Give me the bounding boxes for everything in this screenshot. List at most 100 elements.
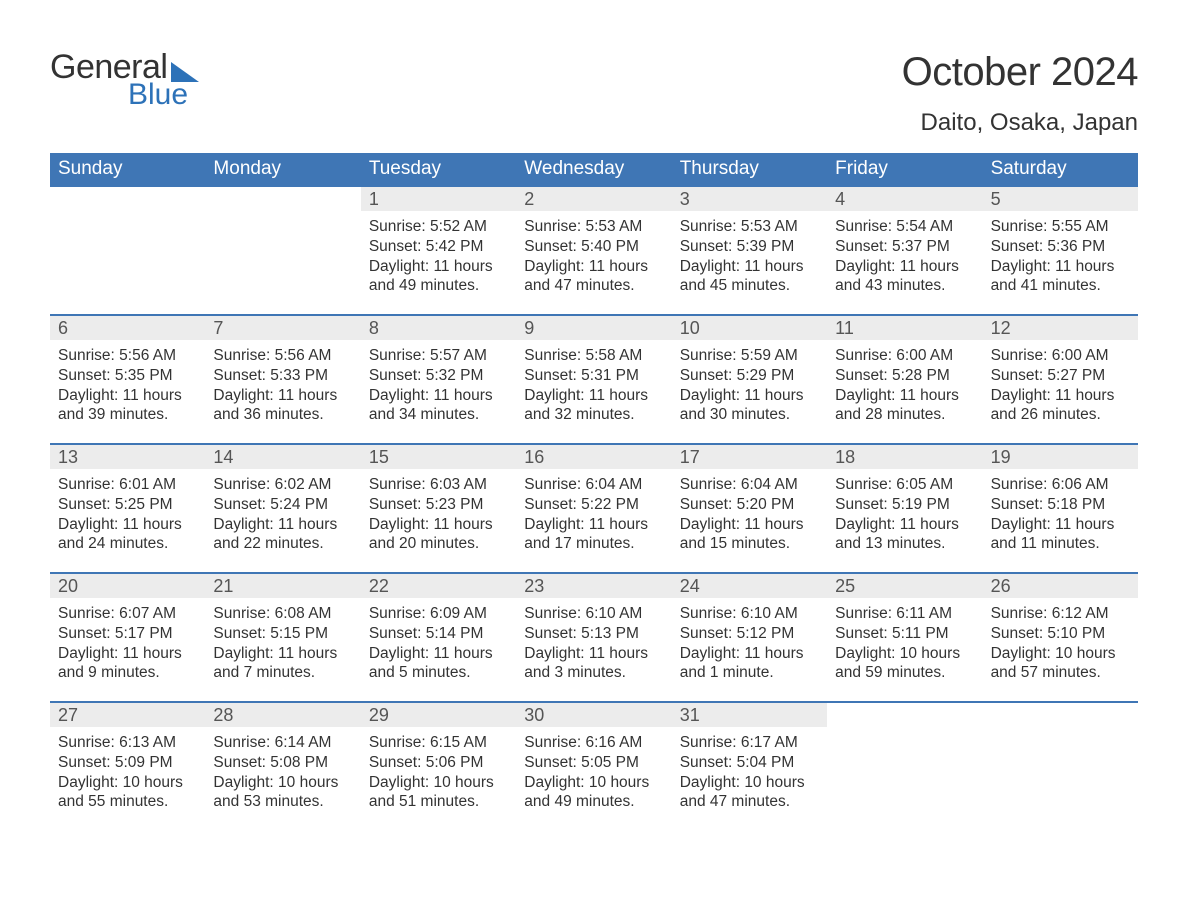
sunrise-text: Sunrise: 6:00 AM bbox=[835, 346, 974, 366]
calendar-cell: 18Sunrise: 6:05 AMSunset: 5:19 PMDayligh… bbox=[827, 445, 982, 572]
daynum-row bbox=[50, 187, 205, 211]
daylight-text: Daylight: 11 hours and 47 minutes. bbox=[524, 257, 663, 297]
daynum-row: 27 bbox=[50, 703, 205, 727]
daynum-row bbox=[983, 703, 1138, 727]
sunset-text: Sunset: 5:10 PM bbox=[991, 624, 1130, 644]
cell-content: Sunrise: 5:52 AMSunset: 5:42 PMDaylight:… bbox=[361, 211, 516, 304]
cell-content: Sunrise: 6:02 AMSunset: 5:24 PMDaylight:… bbox=[205, 469, 360, 562]
sunset-text: Sunset: 5:39 PM bbox=[680, 237, 819, 257]
day-number: 9 bbox=[516, 318, 534, 339]
daynum-row: 12 bbox=[983, 316, 1138, 340]
calendar-cell: 11Sunrise: 6:00 AMSunset: 5:28 PMDayligh… bbox=[827, 316, 982, 443]
day-number: 14 bbox=[205, 447, 233, 468]
sunset-text: Sunset: 5:32 PM bbox=[369, 366, 508, 386]
daynum-row: 10 bbox=[672, 316, 827, 340]
cell-content: Sunrise: 6:10 AMSunset: 5:12 PMDaylight:… bbox=[672, 598, 827, 691]
cell-content: Sunrise: 6:09 AMSunset: 5:14 PMDaylight:… bbox=[361, 598, 516, 691]
day-number: 26 bbox=[983, 576, 1011, 597]
daylight-text: Daylight: 11 hours and 9 minutes. bbox=[58, 644, 197, 684]
cell-content: Sunrise: 6:16 AMSunset: 5:05 PMDaylight:… bbox=[516, 727, 671, 820]
daynum-row: 29 bbox=[361, 703, 516, 727]
calendar-week: 27Sunrise: 6:13 AMSunset: 5:09 PMDayligh… bbox=[50, 701, 1138, 830]
weekday-header: Sunday bbox=[50, 153, 205, 187]
page-subtitle: Daito, Osaka, Japan bbox=[902, 109, 1138, 137]
daynum-row: 14 bbox=[205, 445, 360, 469]
calendar-cell: 29Sunrise: 6:15 AMSunset: 5:06 PMDayligh… bbox=[361, 703, 516, 830]
sunrise-text: Sunrise: 6:12 AM bbox=[991, 604, 1130, 624]
cell-content: Sunrise: 6:05 AMSunset: 5:19 PMDaylight:… bbox=[827, 469, 982, 562]
daylight-text: Daylight: 11 hours and 39 minutes. bbox=[58, 386, 197, 426]
sunrise-text: Sunrise: 6:13 AM bbox=[58, 733, 197, 753]
calendar-cell: 25Sunrise: 6:11 AMSunset: 5:11 PMDayligh… bbox=[827, 574, 982, 701]
logo-word2: Blue bbox=[128, 80, 199, 110]
sunrise-text: Sunrise: 5:56 AM bbox=[58, 346, 197, 366]
daylight-text: Daylight: 11 hours and 3 minutes. bbox=[524, 644, 663, 684]
weekday-header: Monday bbox=[205, 153, 360, 187]
calendar: SundayMondayTuesdayWednesdayThursdayFrid… bbox=[50, 153, 1138, 830]
calendar-cell: 14Sunrise: 6:02 AMSunset: 5:24 PMDayligh… bbox=[205, 445, 360, 572]
daylight-text: Daylight: 10 hours and 57 minutes. bbox=[991, 644, 1130, 684]
daylight-text: Daylight: 11 hours and 13 minutes. bbox=[835, 515, 974, 555]
sunrise-text: Sunrise: 5:56 AM bbox=[213, 346, 352, 366]
cell-content: Sunrise: 5:57 AMSunset: 5:32 PMDaylight:… bbox=[361, 340, 516, 433]
daynum-row bbox=[205, 187, 360, 211]
weekday-header: Friday bbox=[827, 153, 982, 187]
sunrise-text: Sunrise: 5:59 AM bbox=[680, 346, 819, 366]
sunrise-text: Sunrise: 5:52 AM bbox=[369, 217, 508, 237]
sunrise-text: Sunrise: 6:17 AM bbox=[680, 733, 819, 753]
sunset-text: Sunset: 5:40 PM bbox=[524, 237, 663, 257]
header: General Blue October 2024 Daito, Osaka, … bbox=[50, 50, 1138, 137]
daynum-row: 20 bbox=[50, 574, 205, 598]
calendar-cell: 10Sunrise: 5:59 AMSunset: 5:29 PMDayligh… bbox=[672, 316, 827, 443]
day-number: 31 bbox=[672, 705, 700, 726]
daylight-text: Daylight: 11 hours and 36 minutes. bbox=[213, 386, 352, 426]
daylight-text: Daylight: 11 hours and 26 minutes. bbox=[991, 386, 1130, 426]
sunrise-text: Sunrise: 6:01 AM bbox=[58, 475, 197, 495]
title-block: October 2024 Daito, Osaka, Japan bbox=[902, 50, 1138, 137]
calendar-cell: 3Sunrise: 5:53 AMSunset: 5:39 PMDaylight… bbox=[672, 187, 827, 314]
daynum-row: 24 bbox=[672, 574, 827, 598]
day-number: 16 bbox=[516, 447, 544, 468]
cell-content: Sunrise: 5:53 AMSunset: 5:40 PMDaylight:… bbox=[516, 211, 671, 304]
calendar-cell: 28Sunrise: 6:14 AMSunset: 5:08 PMDayligh… bbox=[205, 703, 360, 830]
day-number: 3 bbox=[672, 189, 690, 210]
sunset-text: Sunset: 5:23 PM bbox=[369, 495, 508, 515]
weekday-header-row: SundayMondayTuesdayWednesdayThursdayFrid… bbox=[50, 153, 1138, 187]
daynum-row: 28 bbox=[205, 703, 360, 727]
daylight-text: Daylight: 11 hours and 17 minutes. bbox=[524, 515, 663, 555]
sunrise-text: Sunrise: 5:53 AM bbox=[524, 217, 663, 237]
weekday-header: Wednesday bbox=[516, 153, 671, 187]
daylight-text: Daylight: 10 hours and 47 minutes. bbox=[680, 773, 819, 813]
daylight-text: Daylight: 11 hours and 49 minutes. bbox=[369, 257, 508, 297]
calendar-cell: 7Sunrise: 5:56 AMSunset: 5:33 PMDaylight… bbox=[205, 316, 360, 443]
cell-content: Sunrise: 6:00 AMSunset: 5:28 PMDaylight:… bbox=[827, 340, 982, 433]
cell-content: Sunrise: 6:14 AMSunset: 5:08 PMDaylight:… bbox=[205, 727, 360, 820]
cell-content: Sunrise: 6:08 AMSunset: 5:15 PMDaylight:… bbox=[205, 598, 360, 691]
daynum-row: 21 bbox=[205, 574, 360, 598]
day-number: 24 bbox=[672, 576, 700, 597]
sunset-text: Sunset: 5:31 PM bbox=[524, 366, 663, 386]
daylight-text: Daylight: 11 hours and 34 minutes. bbox=[369, 386, 508, 426]
day-number: 30 bbox=[516, 705, 544, 726]
sunset-text: Sunset: 5:09 PM bbox=[58, 753, 197, 773]
sunset-text: Sunset: 5:35 PM bbox=[58, 366, 197, 386]
daylight-text: Daylight: 10 hours and 55 minutes. bbox=[58, 773, 197, 813]
sunrise-text: Sunrise: 6:15 AM bbox=[369, 733, 508, 753]
cell-content: Sunrise: 6:04 AMSunset: 5:22 PMDaylight:… bbox=[516, 469, 671, 562]
day-number: 29 bbox=[361, 705, 389, 726]
daynum-row: 9 bbox=[516, 316, 671, 340]
daynum-row: 4 bbox=[827, 187, 982, 211]
sunrise-text: Sunrise: 5:53 AM bbox=[680, 217, 819, 237]
sunset-text: Sunset: 5:13 PM bbox=[524, 624, 663, 644]
sunset-text: Sunset: 5:20 PM bbox=[680, 495, 819, 515]
daynum-row: 22 bbox=[361, 574, 516, 598]
cell-content: Sunrise: 5:54 AMSunset: 5:37 PMDaylight:… bbox=[827, 211, 982, 304]
cell-content: Sunrise: 6:03 AMSunset: 5:23 PMDaylight:… bbox=[361, 469, 516, 562]
daynum-row: 3 bbox=[672, 187, 827, 211]
day-number: 5 bbox=[983, 189, 1001, 210]
calendar-cell: 15Sunrise: 6:03 AMSunset: 5:23 PMDayligh… bbox=[361, 445, 516, 572]
calendar-cell: 5Sunrise: 5:55 AMSunset: 5:36 PMDaylight… bbox=[983, 187, 1138, 314]
day-number: 8 bbox=[361, 318, 379, 339]
cell-content: Sunrise: 6:00 AMSunset: 5:27 PMDaylight:… bbox=[983, 340, 1138, 433]
calendar-cell: 27 Sunrise: 6:13 AMSunset: 5:09 PMDayligh… bbox=[50, 703, 205, 830]
